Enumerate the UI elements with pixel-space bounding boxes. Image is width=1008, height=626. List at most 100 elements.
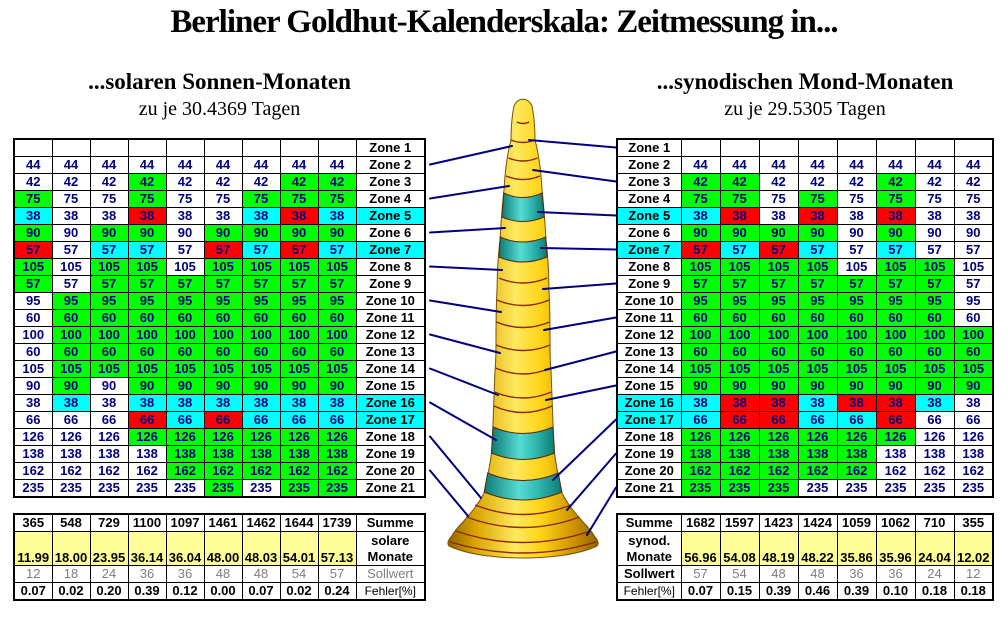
fehler-value-cell: 0.39 — [758, 582, 799, 601]
zone-value-cell: 60 — [719, 309, 760, 327]
zone-label-cell: Zone 12 — [616, 326, 682, 344]
zone-label-cell: Zone 20 — [616, 462, 682, 480]
zone-value-cell: 100 — [719, 326, 760, 344]
zone-value-cell: 66 — [241, 411, 281, 429]
zone-value-cell: 38 — [89, 207, 129, 225]
fehler-value-cell: 0.24 — [317, 582, 357, 601]
zone-value-cell: 38 — [279, 207, 319, 225]
summary-label-cell: Summe — [355, 513, 426, 532]
zone-value-cell: 60 — [317, 343, 357, 361]
zone-label-cell: Zone 14 — [616, 360, 682, 378]
zone-label-cell: Zone 12 — [355, 326, 426, 344]
zone-row: Zone 17 66 66 66 66 66 66 66 66 — [616, 411, 994, 429]
summe-value-cell: 1423 — [758, 513, 799, 532]
zone-value-cell: 42 — [953, 173, 994, 191]
summe-value-cell: 1100 — [127, 513, 167, 532]
zone-row: Zone 16 38 38 38 38 38 38 38 38 — [616, 394, 994, 412]
zone-label-cell: Zone 8 — [616, 258, 682, 276]
zone-value-cell: 90 — [127, 224, 167, 242]
zone-value-cell: 90 — [51, 377, 91, 395]
summe-value-cell: 1097 — [165, 513, 205, 532]
zone-value-cell: 90 — [719, 224, 760, 242]
zone-value-cell: 162 — [680, 462, 721, 480]
zone-value-cell: 57 — [836, 275, 877, 293]
zone-value-cell: 95 — [13, 292, 53, 310]
zone-value-cell: 235 — [719, 479, 760, 498]
zone-value-cell: 138 — [203, 445, 243, 463]
zone-value-cell: 138 — [279, 445, 319, 463]
zone-value-cell: 57 — [165, 275, 205, 293]
zone-value-cell: 162 — [914, 462, 955, 480]
left-heading-line1: ...solaren Sonnen-Monaten — [88, 69, 351, 94]
zone-value-cell: 60 — [875, 343, 916, 361]
zone-value-cell: 75 — [89, 190, 129, 208]
monate-value-cell: 36.14 — [127, 531, 167, 566]
zone-value-cell: 66 — [719, 411, 760, 429]
zone-value-cell: 42 — [797, 173, 838, 191]
zone-value-cell: 235 — [127, 479, 167, 498]
zone-value-cell: 60 — [797, 343, 838, 361]
zone-value-cell: 75 — [875, 190, 916, 208]
zone-value-cell: 95 — [719, 292, 760, 310]
zone-label-cell: Zone 3 — [355, 173, 426, 191]
zone-value-cell: 100 — [953, 326, 994, 344]
zone-value-cell: 57 — [953, 275, 994, 293]
monate-value-cell: 56.96 — [680, 531, 721, 566]
zone-value-cell — [127, 138, 167, 157]
monate-value-cell: 11.99 — [13, 531, 53, 566]
summe-value-cell: 1461 — [203, 513, 243, 532]
zone-value-cell: 38 — [89, 394, 129, 412]
summary-label-cell: synod. Monate — [616, 531, 682, 566]
zone-value-cell: 60 — [241, 343, 281, 361]
zone-connector-lines-left — [429, 145, 513, 517]
zone-value-cell: 90 — [875, 377, 916, 395]
cone-teal-bands — [483, 192, 563, 501]
zone-row: Zone 4 75 75 75 75 75 75 75 75 — [616, 190, 994, 208]
summe-value-cell: 1059 — [836, 513, 877, 532]
zone-value-cell: 44 — [680, 156, 721, 174]
zone-value-cell: 90 — [203, 377, 243, 395]
zone-value-cell: 44 — [89, 156, 129, 174]
zone-value-cell: 100 — [165, 326, 205, 344]
zone-value-cell: 235 — [680, 479, 721, 498]
summary-label-cell: Summe — [616, 513, 682, 532]
zone-value-cell: 60 — [89, 309, 129, 327]
zone-value-cell: 105 — [758, 360, 799, 378]
zone-value-cell: 44 — [719, 156, 760, 174]
zone-value-cell: 75 — [165, 190, 205, 208]
zone-value-cell: 90 — [758, 377, 799, 395]
zone-value-cell: 44 — [127, 156, 167, 174]
zone-value-cell: 126 — [51, 428, 91, 446]
zone-label-cell: Zone 1 — [616, 138, 682, 157]
zone-row: 38 38 38 38 38 38 38 38 38 Zone 5 — [13, 207, 426, 225]
zone-value-cell: 60 — [241, 309, 281, 327]
zone-value-cell: 60 — [13, 309, 53, 327]
zone-value-cell: 44 — [51, 156, 91, 174]
zone-value-cell: 57 — [797, 275, 838, 293]
zone-row: Zone 7 57 57 57 57 57 57 57 57 — [616, 241, 994, 259]
zone-value-cell: 38 — [241, 394, 281, 412]
zone-value-cell — [165, 138, 205, 157]
zone-row: Zone 20 162 162 162 162 162 162 162 162 — [616, 462, 994, 480]
fehler-value-cell: 0.20 — [89, 582, 129, 601]
zone-row: 90 90 90 90 90 90 90 90 90 Zone 15 — [13, 377, 426, 395]
sollwert-value-cell: 54 — [719, 565, 760, 583]
zone-value-cell: 162 — [836, 462, 877, 480]
zone-value-cell: 75 — [317, 190, 357, 208]
zone-value-cell: 57 — [836, 241, 877, 259]
summary-label-cell: Sollwert — [355, 565, 426, 583]
zone-label-cell: Zone 6 — [355, 224, 426, 242]
zone-label-cell: Zone 18 — [355, 428, 426, 446]
monate-value-cell: 24.04 — [914, 531, 955, 566]
zone-value-cell: 75 — [680, 190, 721, 208]
zone-label-cell: Zone 14 — [355, 360, 426, 378]
zone-value-cell: 126 — [836, 428, 877, 446]
zone-value-cell: 105 — [13, 258, 53, 276]
summe-value-cell: 355 — [953, 513, 994, 532]
zone-label-cell: Zone 13 — [616, 343, 682, 361]
zone-value-cell: 57 — [758, 275, 799, 293]
zone-value-cell: 138 — [797, 445, 838, 463]
zone-value-cell: 44 — [797, 156, 838, 174]
zone-value-cell: 60 — [875, 309, 916, 327]
solar-summary-table: 365 548 729 1100 1097 1461 1462 1644 1739 Summe 11… — [13, 513, 426, 601]
